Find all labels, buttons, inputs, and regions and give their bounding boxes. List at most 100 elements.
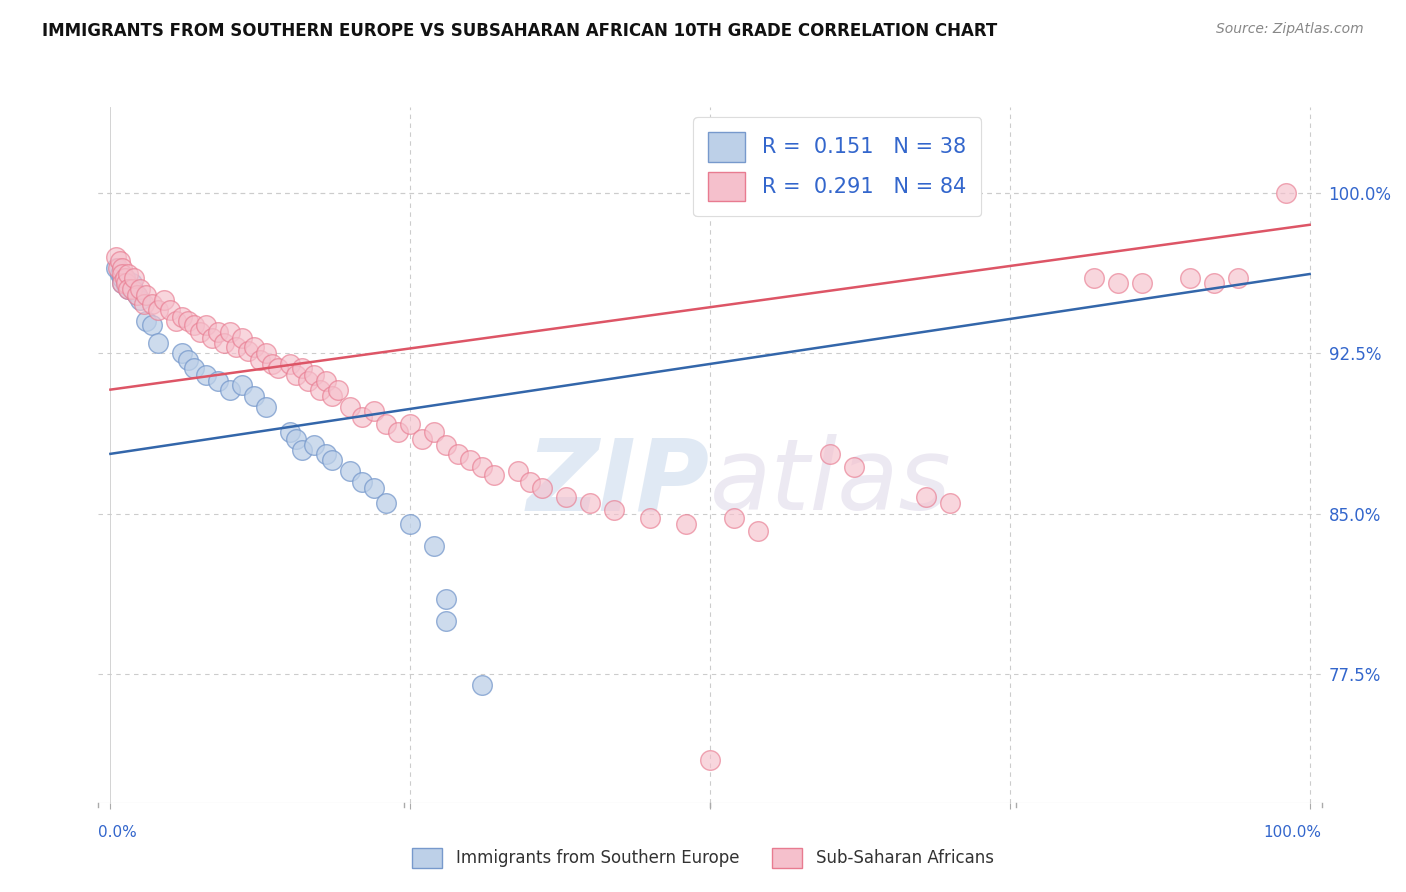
Point bbox=[135, 314, 157, 328]
Point bbox=[183, 361, 205, 376]
Point bbox=[458, 453, 481, 467]
Point bbox=[508, 464, 530, 478]
Point bbox=[267, 361, 290, 376]
Point bbox=[471, 678, 494, 692]
Point bbox=[117, 282, 139, 296]
Point bbox=[399, 417, 422, 431]
Point bbox=[219, 325, 242, 339]
Point bbox=[1178, 271, 1201, 285]
Point bbox=[207, 374, 229, 388]
Point bbox=[519, 475, 541, 489]
Point bbox=[165, 314, 187, 328]
Point bbox=[121, 282, 143, 296]
Legend: R =  0.151   N = 38, R =  0.291   N = 84: R = 0.151 N = 38, R = 0.291 N = 84 bbox=[693, 118, 981, 216]
Point bbox=[254, 400, 277, 414]
Point bbox=[111, 276, 134, 290]
Point bbox=[195, 318, 218, 333]
Point bbox=[579, 496, 602, 510]
Point bbox=[201, 331, 224, 345]
Point bbox=[1107, 276, 1129, 290]
Point bbox=[531, 481, 554, 495]
Point bbox=[675, 517, 697, 532]
Point bbox=[231, 378, 253, 392]
Point bbox=[132, 297, 155, 311]
Point bbox=[105, 260, 128, 275]
Point bbox=[309, 383, 332, 397]
Point bbox=[214, 335, 236, 350]
Point bbox=[1226, 271, 1249, 285]
Point bbox=[387, 425, 409, 440]
Point bbox=[108, 267, 131, 281]
Point bbox=[291, 442, 314, 457]
Point bbox=[278, 425, 301, 440]
Point bbox=[291, 361, 314, 376]
Point bbox=[1202, 276, 1225, 290]
Point bbox=[115, 277, 138, 292]
Point bbox=[363, 481, 385, 495]
Point bbox=[159, 303, 181, 318]
Point bbox=[121, 276, 143, 290]
Point bbox=[278, 357, 301, 371]
Point bbox=[225, 340, 247, 354]
Point bbox=[111, 267, 134, 281]
Point bbox=[108, 254, 131, 268]
Point bbox=[723, 511, 745, 525]
Point bbox=[107, 260, 129, 275]
Point bbox=[125, 288, 148, 302]
Point bbox=[315, 374, 337, 388]
Point bbox=[141, 318, 163, 333]
Point bbox=[129, 282, 152, 296]
Legend: Immigrants from Southern Europe, Sub-Saharan Africans: Immigrants from Southern Europe, Sub-Sah… bbox=[405, 841, 1001, 875]
Point bbox=[423, 425, 446, 440]
Point bbox=[363, 404, 385, 418]
Point bbox=[1083, 271, 1105, 285]
Point bbox=[1274, 186, 1296, 200]
Text: 100.0%: 100.0% bbox=[1264, 825, 1322, 840]
Point bbox=[321, 389, 343, 403]
Point bbox=[195, 368, 218, 382]
Point bbox=[177, 314, 200, 328]
Point bbox=[747, 524, 769, 538]
Point bbox=[111, 276, 134, 290]
Point bbox=[411, 432, 433, 446]
Point bbox=[115, 276, 138, 290]
Point bbox=[117, 267, 139, 281]
Point bbox=[434, 614, 457, 628]
Point bbox=[207, 325, 229, 339]
Y-axis label: 10th Grade: 10th Grade bbox=[0, 408, 8, 502]
Point bbox=[183, 318, 205, 333]
Point bbox=[148, 335, 170, 350]
Point bbox=[141, 297, 163, 311]
Point bbox=[939, 496, 962, 510]
Point bbox=[399, 517, 422, 532]
Point bbox=[238, 344, 260, 359]
Point bbox=[111, 260, 134, 275]
Point bbox=[153, 293, 176, 307]
Point bbox=[114, 271, 136, 285]
Point bbox=[285, 432, 308, 446]
Point bbox=[117, 282, 139, 296]
Point bbox=[172, 346, 194, 360]
Point bbox=[915, 490, 938, 504]
Point bbox=[249, 352, 271, 367]
Point bbox=[818, 447, 841, 461]
Text: Source: ZipAtlas.com: Source: ZipAtlas.com bbox=[1216, 22, 1364, 37]
Point bbox=[105, 250, 128, 264]
Point bbox=[285, 368, 308, 382]
Point bbox=[172, 310, 194, 324]
Point bbox=[243, 340, 266, 354]
Point bbox=[352, 475, 374, 489]
Point bbox=[304, 438, 326, 452]
Text: atlas: atlas bbox=[710, 434, 952, 532]
Point bbox=[254, 346, 277, 360]
Point bbox=[423, 539, 446, 553]
Point bbox=[328, 383, 350, 397]
Point bbox=[1130, 276, 1153, 290]
Point bbox=[375, 417, 398, 431]
Point bbox=[111, 271, 134, 285]
Point bbox=[114, 271, 136, 285]
Point bbox=[219, 383, 242, 397]
Point bbox=[125, 288, 148, 302]
Point bbox=[243, 389, 266, 403]
Point bbox=[315, 447, 337, 461]
